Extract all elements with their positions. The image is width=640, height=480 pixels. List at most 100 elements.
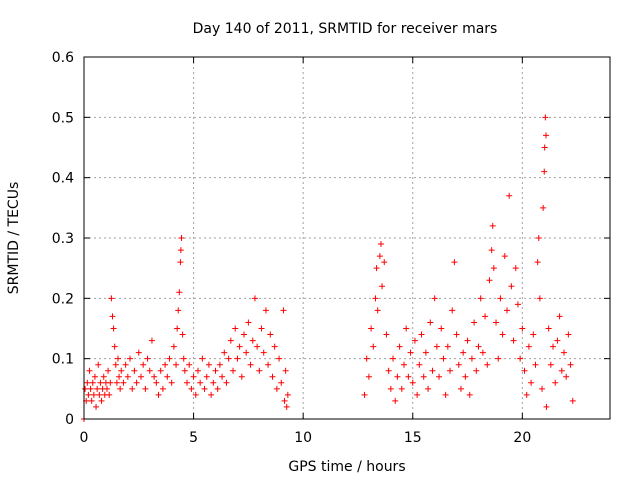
plot-frame [83, 56, 611, 420]
data-point [166, 355, 173, 362]
chart-title: Day 140 of 2011, SRMTID for receiver mar… [193, 21, 498, 37]
data-point [155, 391, 162, 398]
data-point [170, 343, 177, 350]
data-point [383, 331, 390, 338]
data-point [281, 397, 288, 404]
data-point [528, 379, 535, 386]
data-point [109, 313, 116, 320]
data-point [554, 337, 561, 344]
data-point [113, 379, 120, 386]
data-point [214, 385, 221, 392]
data-point [433, 343, 440, 350]
data-point [569, 397, 576, 404]
data-point [398, 385, 405, 392]
data-point [192, 391, 199, 398]
data-point [175, 307, 182, 314]
data-point [372, 295, 379, 302]
data-point [519, 325, 526, 332]
data-point [199, 355, 206, 362]
data-point [265, 361, 272, 368]
data-point [181, 367, 188, 374]
data-point [556, 313, 563, 320]
data-point [542, 114, 549, 121]
data-point [212, 367, 219, 374]
x-tick-label: 10 [294, 430, 312, 446]
data-point [219, 373, 226, 380]
data-point [475, 343, 482, 350]
axis-ticks: 0 5 10 15 20 0 0.1 0.2 0.3 0.4 0.5 0.6 [52, 50, 610, 446]
data-point [232, 325, 239, 332]
data-point [247, 361, 254, 368]
data-point [104, 385, 111, 392]
x-tick-label: 0 [80, 430, 89, 446]
data-point [273, 385, 280, 392]
data-point [258, 325, 265, 332]
data-point [460, 349, 467, 356]
data-point [105, 367, 112, 374]
data-point [276, 355, 283, 362]
data-point [422, 349, 429, 356]
data-point [131, 367, 138, 374]
data-point [427, 319, 434, 326]
data-point [95, 361, 102, 368]
data-point [414, 391, 421, 398]
data-point [179, 331, 186, 338]
data-point [87, 385, 94, 392]
data-point [184, 379, 191, 386]
data-point [534, 259, 541, 266]
data-point [385, 367, 392, 374]
data-point [97, 379, 104, 386]
y-tick-label: 0.3 [52, 231, 74, 247]
data-point [517, 355, 524, 362]
data-point [186, 361, 193, 368]
data-point [208, 391, 215, 398]
data-point [153, 379, 160, 386]
data-point [440, 355, 447, 362]
data-point [545, 325, 552, 332]
data-point [173, 361, 180, 368]
data-point [457, 385, 464, 392]
y-tick-label: 0.1 [52, 352, 74, 368]
data-point [488, 247, 495, 254]
data-point [100, 373, 107, 380]
data-point [133, 379, 140, 386]
data-point [278, 379, 285, 386]
data-point [251, 295, 258, 302]
data-point [512, 265, 519, 272]
data-point [536, 295, 543, 302]
data-point [116, 373, 123, 380]
data-point [82, 385, 89, 392]
data-point [510, 337, 517, 344]
data-point [188, 385, 195, 392]
data-point [558, 367, 565, 374]
data-point [543, 132, 550, 139]
data-point [146, 367, 153, 374]
data-point [197, 379, 204, 386]
data-point [269, 373, 276, 380]
data-point [547, 361, 554, 368]
data-point [495, 355, 502, 362]
data-point [400, 361, 407, 368]
data-point [91, 373, 98, 380]
data-point [89, 379, 96, 386]
data-point [497, 295, 504, 302]
data-point [98, 397, 105, 404]
y-tick-label: 0.2 [52, 291, 74, 307]
data-point [373, 265, 380, 272]
data-point [117, 385, 124, 392]
data-point [203, 373, 210, 380]
data-point [411, 337, 418, 344]
data-point [93, 403, 100, 410]
y-tick-label: 0.4 [52, 171, 74, 187]
data-point [523, 391, 530, 398]
data-point [245, 319, 252, 326]
data-point [94, 385, 101, 392]
y-tick-label: 0.5 [52, 110, 74, 126]
data-point [479, 349, 486, 356]
data-point [387, 385, 394, 392]
data-point [563, 373, 570, 380]
data-point [216, 361, 223, 368]
data-point [124, 373, 131, 380]
data-point [473, 367, 480, 374]
data-point [501, 253, 508, 260]
